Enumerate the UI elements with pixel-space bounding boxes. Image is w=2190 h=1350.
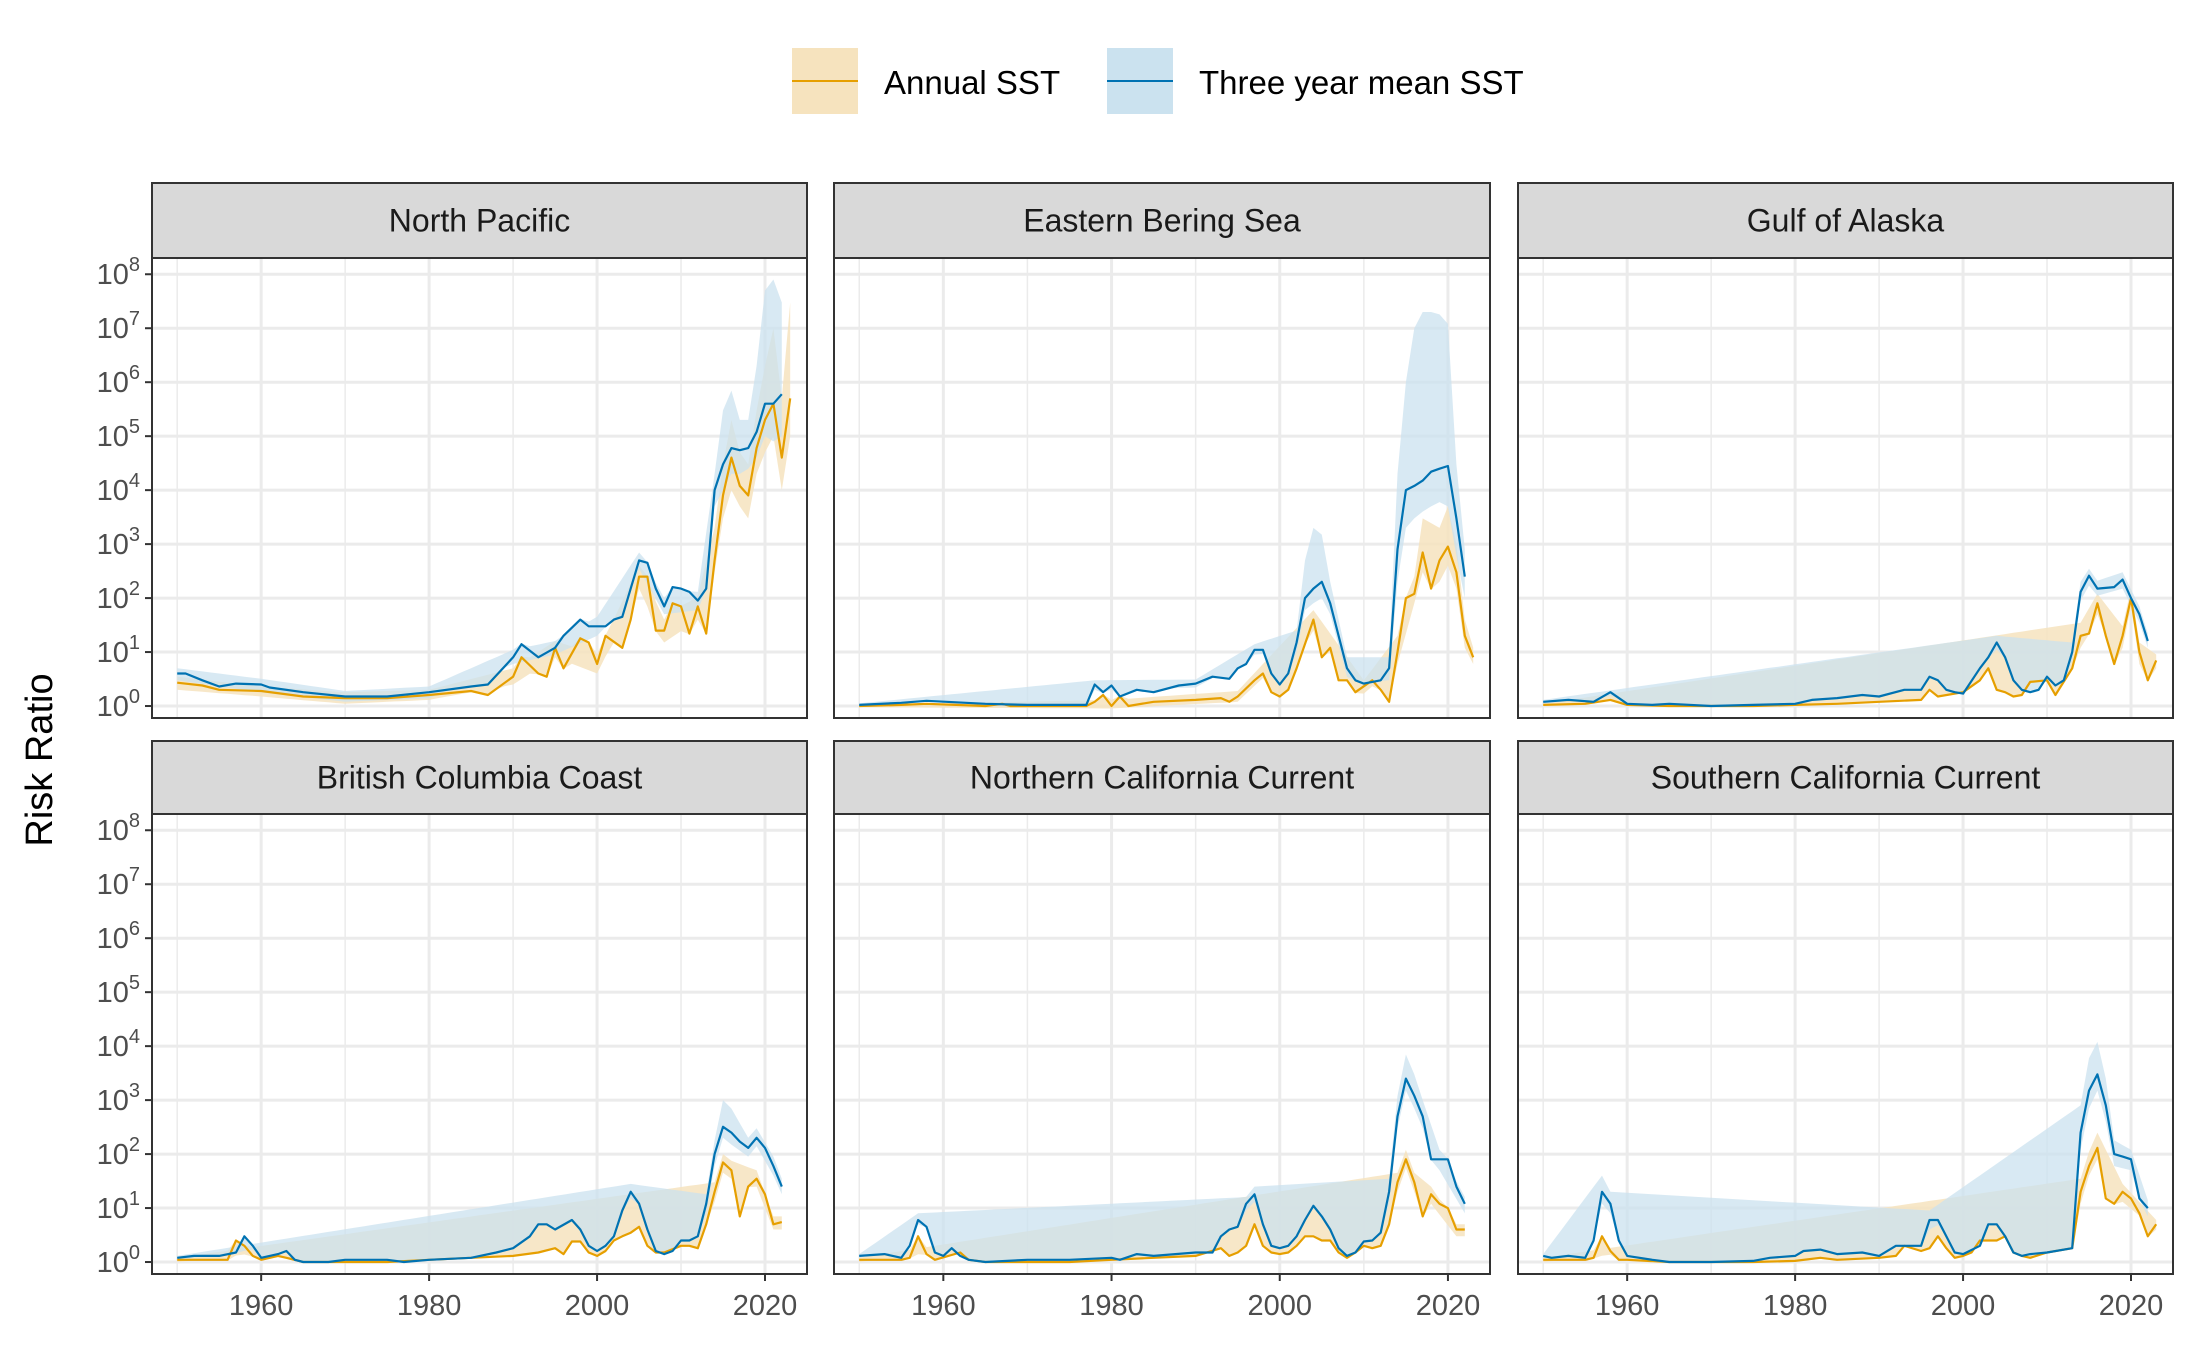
panel-gulf-of-alaska: Gulf of Alaska <box>1517 182 2174 719</box>
x-tick-label: 1980 <box>397 1290 462 1322</box>
y-tick-label: 103 <box>97 1080 140 1117</box>
y-tick-label: 101 <box>97 632 140 669</box>
confidence-band-three-year <box>1543 568 2148 707</box>
panel-northern-california-current: Northern California Current 1960 1980 2000 2… <box>833 740 1491 1322</box>
x-tick-label: 2000 <box>1931 1290 1996 1322</box>
strip <box>1517 740 2174 815</box>
y-tick-label: 103 <box>97 524 140 561</box>
confidence-band-three-year <box>859 1054 1465 1263</box>
strip <box>151 740 808 815</box>
series-line-three-year <box>177 1125 783 1264</box>
panel-title: Northern California Current <box>970 760 1354 796</box>
strip <box>1517 182 2174 259</box>
y-tick-label: 105 <box>97 972 140 1009</box>
legend-label-annual: Annual SST <box>884 64 1060 101</box>
confidence-band-three-year <box>1543 1041 2148 1263</box>
panels: North Pacific 100 101 102 103 104 105 106 107 108… <box>97 182 2174 1322</box>
series-line-annual <box>177 398 792 700</box>
panel-eastern-bering-sea: Eastern Bering Sea <box>833 182 1491 719</box>
series-line-three-year <box>859 1077 1466 1264</box>
confidence-band-annual <box>1543 588 2157 707</box>
x-tick-label: 1960 <box>1595 1290 1660 1322</box>
strip <box>833 182 1491 259</box>
series-line-annual <box>859 545 1475 708</box>
y-tick-label: 102 <box>97 578 140 615</box>
x-tick-label: 1980 <box>1763 1290 1828 1322</box>
confidence-band-three-year <box>177 1100 782 1263</box>
panel-british-columbia-coast: British Columbia Coast 100 101 102 103 104 105… <box>97 740 808 1322</box>
series-line-three-year <box>859 464 1466 706</box>
x-tick-label: 2000 <box>565 1290 630 1322</box>
y-tick-label: 105 <box>97 416 140 453</box>
x-tick-label: 2000 <box>1247 1290 1312 1322</box>
y-tick-label: 107 <box>97 308 140 345</box>
panel-title: British Columbia Coast <box>317 760 643 796</box>
panel-southern-california-current: Southern California Current 1960 1980 2000 2… <box>1517 740 2174 1322</box>
y-tick-label: 104 <box>97 470 140 507</box>
panel-title: Gulf of Alaska <box>1747 203 1945 239</box>
y-tick-label: 101 <box>97 1188 140 1225</box>
panel-north-pacific: North Pacific 100 101 102 103 104 105 106 107 108 <box>97 182 808 723</box>
y-tick-label: 106 <box>97 362 140 399</box>
x-tick-label: 2020 <box>1416 1290 1481 1322</box>
series-line-three-year <box>1543 574 2149 708</box>
x-tick-label: 1980 <box>1079 1290 1144 1322</box>
y-tick-label: 102 <box>97 1134 140 1171</box>
y-tick-label: 100 <box>97 686 140 723</box>
y-tick-label: 100 <box>97 1242 140 1279</box>
series-line-annual <box>177 1161 783 1264</box>
panel-title: Eastern Bering Sea <box>1023 203 1301 239</box>
legend-label-three-year: Three year mean SST <box>1199 64 1524 101</box>
strip <box>151 182 808 259</box>
legend: Annual SST Three year mean SST <box>792 48 1524 114</box>
x-tick-label: 2020 <box>733 1290 798 1322</box>
y-axis-title: Risk Ratio <box>19 673 61 846</box>
series-line-three-year <box>177 393 783 698</box>
x-tick-label: 1960 <box>911 1290 976 1322</box>
y-tick-label: 108 <box>97 810 140 847</box>
panel-title: Southern California Current <box>1651 760 2041 796</box>
series-line-three-year <box>1542 1073 2149 1264</box>
y-tick-label: 106 <box>97 918 140 955</box>
x-tick-label: 2020 <box>2099 1290 2164 1322</box>
x-tick-label: 1960 <box>229 1290 294 1322</box>
strip <box>833 740 1491 815</box>
y-tick-label: 104 <box>97 1026 140 1063</box>
panel-title: North Pacific <box>389 203 570 239</box>
y-tick-label: 108 <box>97 254 140 291</box>
y-tick-label: 107 <box>97 864 140 901</box>
